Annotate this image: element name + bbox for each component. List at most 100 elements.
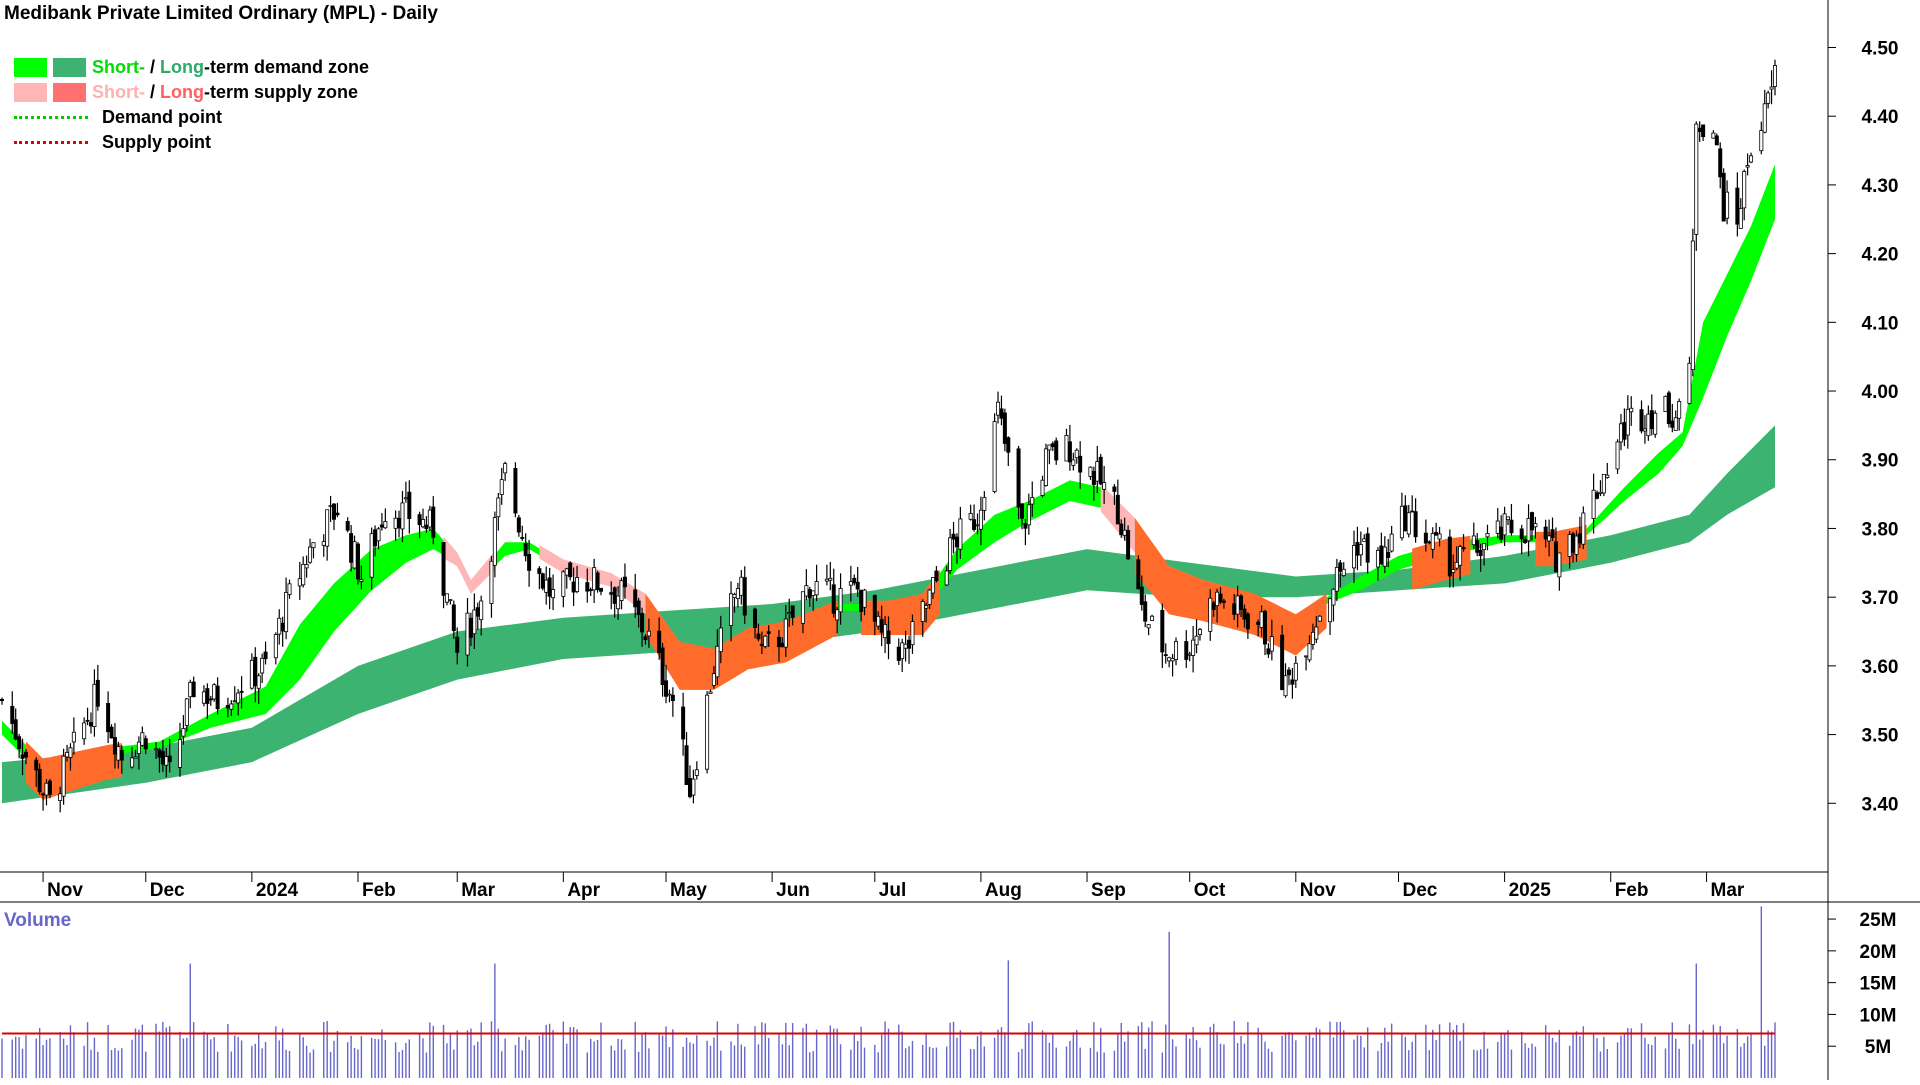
volume-bar	[1236, 1043, 1239, 1078]
candle-body	[633, 589, 638, 608]
legend: Short- / Long-term demand zone Short- / …	[14, 55, 369, 155]
volume-bar	[833, 1028, 835, 1078]
candle-body	[1016, 448, 1021, 508]
candle-body	[711, 673, 716, 686]
candle-body	[34, 759, 39, 771]
candle-body	[479, 600, 484, 621]
volume-bar	[1579, 1036, 1581, 1078]
candle-body	[1550, 529, 1555, 538]
candle-body	[766, 631, 771, 634]
candle-body	[1533, 523, 1538, 528]
candle-body	[1646, 413, 1651, 437]
supply-zone-3	[645, 593, 838, 690]
candle-body	[160, 751, 165, 765]
candle-body	[140, 732, 145, 746]
volume-bar	[542, 1032, 544, 1078]
candle-body	[1221, 600, 1226, 603]
candle-body	[1334, 566, 1339, 592]
volume-bar	[706, 1040, 708, 1078]
candle-body	[1256, 621, 1261, 625]
candle-body	[284, 591, 289, 633]
candle-body	[1382, 546, 1387, 567]
volume-bar	[1616, 1042, 1619, 1078]
candle-body	[1317, 615, 1322, 622]
candle-body	[585, 582, 590, 592]
volume-bar	[480, 1022, 482, 1078]
candle-body	[297, 578, 302, 587]
volume-bar	[839, 1044, 842, 1078]
candle-body	[1423, 532, 1428, 544]
candle-body	[1769, 86, 1774, 90]
candle-body	[263, 651, 268, 660]
x-tick-label: Dec	[1402, 880, 1437, 901]
volume-bar	[1168, 931, 1170, 1078]
candle-body	[85, 719, 90, 722]
volume-bar	[1462, 1023, 1465, 1078]
candle-body	[143, 738, 148, 750]
volume-bar	[1384, 1027, 1386, 1078]
volume-bar	[1165, 1024, 1167, 1078]
volume-bar	[1599, 1051, 1602, 1078]
candle-body	[660, 647, 665, 686]
candle-body	[225, 705, 230, 709]
volume-bar	[1233, 1021, 1235, 1078]
candle-body	[1437, 533, 1442, 540]
volume-bar	[552, 1030, 554, 1078]
volume-bar	[1264, 1041, 1266, 1078]
volume-bar	[329, 1051, 332, 1078]
candle-body	[1625, 408, 1630, 436]
candle-body	[739, 576, 744, 596]
candle-body	[735, 588, 740, 600]
candle-body	[1187, 653, 1192, 656]
candle-body	[1119, 523, 1124, 536]
volume-bar	[815, 1029, 818, 1078]
volume-bar	[1093, 1022, 1095, 1078]
volume-bar	[1144, 1048, 1146, 1078]
candle-body	[1519, 528, 1524, 540]
candle-body	[622, 576, 627, 588]
volume-bar	[1072, 1032, 1075, 1078]
volume-bar	[1668, 1033, 1670, 1078]
volume-bar	[1743, 1043, 1745, 1078]
candle-body	[1338, 562, 1343, 572]
candle-body	[588, 589, 593, 592]
x-tick-label: Nov	[47, 880, 83, 901]
volume-bar	[117, 1050, 120, 1078]
candle-body	[763, 635, 768, 647]
volume-bar	[1606, 1049, 1608, 1078]
volume-bar	[1363, 1047, 1365, 1078]
volume-bar	[696, 1035, 698, 1078]
candle-body	[136, 741, 141, 754]
volume-bar	[1627, 1028, 1629, 1078]
candle-body	[1690, 240, 1695, 371]
supply-zone-1	[443, 536, 495, 594]
volume-bar	[425, 1052, 428, 1078]
price-panel	[0, 59, 1778, 813]
candle-body	[68, 747, 73, 758]
candle-body	[154, 748, 159, 751]
candle-body	[1506, 516, 1511, 521]
candle-body	[1019, 503, 1024, 519]
legend-supply-text: Short- / Long-term supply zone	[92, 82, 359, 102]
legend-supply-zone: Short- / Long-term supply zone	[14, 80, 369, 105]
candle-body	[232, 700, 237, 703]
volume-bar	[1076, 1029, 1078, 1078]
candle-body	[1454, 561, 1459, 569]
volume-bar	[302, 1037, 304, 1078]
candle-body	[1006, 437, 1011, 453]
candle-body	[1341, 568, 1346, 576]
volume-bar	[357, 1049, 359, 1078]
volume-bar	[1069, 1040, 1071, 1078]
volume-bar	[901, 1031, 903, 1078]
candle-body	[896, 646, 901, 661]
volume-bar	[1531, 1043, 1533, 1078]
candle-body	[1269, 636, 1274, 652]
volume-bar	[768, 1037, 770, 1078]
volume-bar	[1240, 1036, 1242, 1078]
volume-bar	[121, 1048, 123, 1078]
price-tick-label: 4.40	[1862, 107, 1899, 128]
volume-bar	[66, 1045, 68, 1078]
volume-bar	[1120, 1022, 1122, 1078]
volume-bar	[237, 1036, 239, 1078]
candle-body	[670, 694, 675, 702]
